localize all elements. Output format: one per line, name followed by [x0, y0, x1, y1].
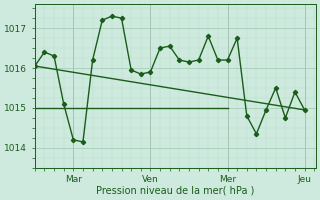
X-axis label: Pression niveau de la mer( hPa ): Pression niveau de la mer( hPa ): [96, 186, 254, 196]
